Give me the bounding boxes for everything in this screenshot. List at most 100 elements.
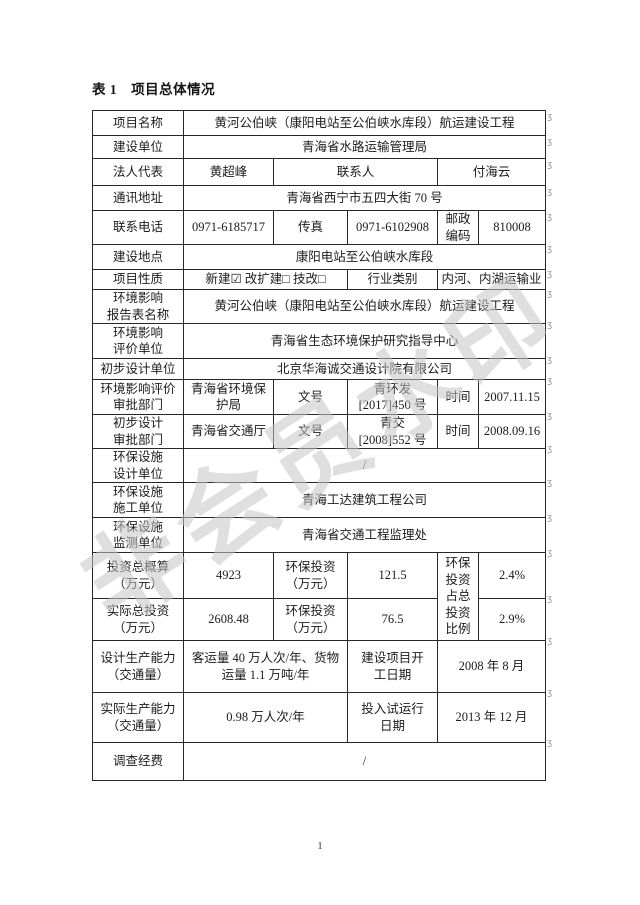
paragraph-mark-icon: ʒ xyxy=(547,376,553,386)
paragraph-mark-icon: ʒ xyxy=(547,478,553,488)
value-cell: 黄超峰 xyxy=(183,158,274,186)
value-cell: 北京华海诚交通设计院有限公司 xyxy=(183,358,546,380)
row-label-cell: 环保设施 监测单位 xyxy=(92,517,184,553)
value-cell: 联系人 xyxy=(273,158,438,186)
table-row: 投资总概算 （万元） 4923 环保投资 （万元） 121.5 环保 投资 占总 投资 … xyxy=(92,552,546,641)
value-cell: / xyxy=(183,448,546,483)
value-cell: 投入试运行 日期 xyxy=(347,692,438,743)
value-cell: 客运量 40 万人次/年、货物运量 1.1 万吨/年 xyxy=(183,640,348,693)
value-cell: 文号 xyxy=(273,414,348,449)
table-row: 环保设施 施工单位 青海工达建筑工程公司 xyxy=(92,482,546,518)
value-cell: 2013 年 12 月 xyxy=(437,692,546,743)
row-label-cell: 通讯地址 xyxy=(92,185,184,211)
paragraph-mark-icon: ʒ xyxy=(547,137,553,147)
value-cell: 0971-6185717 xyxy=(183,210,274,245)
value-cell: 付海云 xyxy=(437,158,546,186)
table-row: 环保设施 设计单位 / xyxy=(92,448,546,483)
value-cell: 传真 xyxy=(273,210,348,245)
row-label-cell: 建设单位 xyxy=(92,135,184,159)
table-row: 通讯地址 青海省西宁市五四大街 70 号 xyxy=(92,185,546,211)
value-cell: 2.9% xyxy=(478,598,546,641)
table-row: 调查经费 / xyxy=(92,742,546,781)
value-cell: 文号 xyxy=(273,379,348,415)
paragraph-mark-icon: ʒ xyxy=(547,636,553,646)
paragraph-mark-icon: ʒ xyxy=(547,320,553,330)
project-summary-table: 项目名称 黄河公伯峡（康阳电站至公伯峡水库段）航运建设工程 建设单位 青海省水路运输管… xyxy=(92,110,546,781)
row-label-cell: 环境影响 评价单位 xyxy=(92,323,184,359)
value-cell: 环保投资 （万元） xyxy=(273,598,348,641)
value-cell: 康阳电站至公伯峡水库段 xyxy=(183,244,546,270)
value-cell: 环保 投资 占总 投资 比例 xyxy=(437,552,479,641)
value-cell: 2608.48 xyxy=(183,598,274,641)
table-row: 环境影响 报告表名称 黄河公伯峡（康阳电站至公伯峡水库段）航运建设工程 xyxy=(92,289,546,324)
value-cell: 黄河公伯峡（康阳电站至公伯峡水库段）航运建设工程 xyxy=(183,110,546,136)
value-cell: 青海省交通工程监理处 xyxy=(183,517,546,553)
row-label-cell: 初步设计 审批部门 xyxy=(92,414,184,449)
row-label-cell: 投资总概算 （万元） xyxy=(92,552,184,599)
table-row: 实际总投资 （万元） 2608.48 环保投资 （万元） 76.5 2.9% xyxy=(92,598,546,641)
value-cell: / xyxy=(183,742,546,781)
value-cell: 青交 [2008]552 号 xyxy=(347,414,438,449)
value-cell: 4923 xyxy=(183,552,274,599)
paragraph-mark-icon: ʒ xyxy=(547,244,553,254)
paragraph-mark-icon: ʒ xyxy=(547,688,553,698)
value-cell: 青海省生态环境保护研究指导中心 xyxy=(183,323,546,359)
value-cell: 青海工达建筑工程公司 xyxy=(183,482,546,518)
value-cell: 0.98 万人次/年 xyxy=(183,692,348,743)
table-row: 项目名称 黄河公伯峡（康阳电站至公伯峡水库段）航运建设工程 xyxy=(92,110,546,136)
paragraph-mark-icon: ʒ xyxy=(547,444,553,454)
row-label-cell: 项目性质 xyxy=(92,269,184,290)
value-cell: 青海省西宁市五四大街 70 号 xyxy=(183,185,546,211)
table-row: 环境影响评价 审批部门 青海省环境保 护局 文号 青环发 [2017]450 号时间 2… xyxy=(92,379,546,415)
value-cell: 内河、内湖运输业 xyxy=(437,269,546,290)
value-cell: 邮政 编码 xyxy=(437,210,479,245)
value-cell: 时间 xyxy=(437,414,479,449)
value-cell: 时间 xyxy=(437,379,479,415)
row-label-cell: 初步设计单位 xyxy=(92,358,184,380)
table-row: 初步设计单位 北京华海诚交通设计院有限公司 xyxy=(92,358,546,380)
paragraph-mark-icon: ʒ xyxy=(547,289,553,299)
paragraph-mark-icon: ʒ xyxy=(547,513,553,523)
row-label-cell: 项目名称 xyxy=(92,110,184,136)
row-label-cell: 环境影响评价 审批部门 xyxy=(92,379,184,415)
table-row: 法人代表 黄超峰 联系人 付海云 xyxy=(92,158,546,186)
table-body: 项目名称 黄河公伯峡（康阳电站至公伯峡水库段）航运建设工程 建设单位 青海省水路运输管… xyxy=(92,110,546,781)
value-cell: 2008.09.16 xyxy=(478,414,546,449)
row-label-cell: 环保设施 施工单位 xyxy=(92,482,184,518)
page-number: 1 xyxy=(317,840,323,852)
value-cell: 121.5 xyxy=(347,552,438,599)
value-cell: 2008 年 8 月 xyxy=(437,640,546,693)
row-label-cell: 设计生产能力 （交通量） xyxy=(92,640,184,693)
paragraph-mark-icon: ʒ xyxy=(547,594,553,604)
value-cell: 76.5 xyxy=(347,598,438,641)
table-row: 环保设施 监测单位 青海省交通工程监理处 xyxy=(92,517,546,553)
table-row: 初步设计 审批部门 青海省交通厅 文号 青交 [2008]552 号时间 2008.09… xyxy=(92,414,546,449)
value-cell: 黄河公伯峡（康阳电站至公伯峡水库段）航运建设工程 xyxy=(183,289,546,324)
value-cell: 2007.11.15 xyxy=(478,379,546,415)
value-cell: 青海省交通厅 xyxy=(183,414,274,449)
value-cell: 青海省环境保 护局 xyxy=(183,379,274,415)
table-row: 环境影响 评价单位 青海省生态环境保护研究指导中心 xyxy=(92,323,546,359)
paragraph-mark-icon: ʒ xyxy=(547,269,553,279)
table-row: 建设单位 青海省水路运输管理局 xyxy=(92,135,546,159)
paragraph-mark-icon: ʒ xyxy=(547,212,553,222)
value-cell: 810008 xyxy=(478,210,546,245)
value-cell: 行业类别 xyxy=(347,269,438,290)
table-row: 建设地点 康阳电站至公伯峡水库段 xyxy=(92,244,546,270)
value-cell: 新建☑ 改扩建□ 技改□ xyxy=(183,269,348,290)
paragraph-mark-icon: ʒ xyxy=(547,160,553,170)
paragraph-mark-icon: ʒ xyxy=(547,411,553,421)
row-label-cell: 调查经费 xyxy=(92,742,184,781)
row-label-cell: 环保设施 设计单位 xyxy=(92,448,184,483)
table-row: 实际生产能力 （交通量） 0.98 万人次/年 投入试运行 日期 2013 年 12 … xyxy=(92,692,546,743)
value-cell: 青环发 [2017]450 号 xyxy=(347,379,438,415)
value-cell: 青海省水路运输管理局 xyxy=(183,135,546,159)
value-cell: 2.4% xyxy=(478,552,546,599)
paragraph-mark-icon: ʒ xyxy=(547,548,553,558)
paragraph-mark-icon: ʒ xyxy=(547,738,553,748)
value-cell: 0971-6102908 xyxy=(347,210,438,245)
row-label-cell: 法人代表 xyxy=(92,158,184,186)
row-label-cell: 建设地点 xyxy=(92,244,184,270)
paragraph-mark-icon: ʒ xyxy=(547,355,553,365)
